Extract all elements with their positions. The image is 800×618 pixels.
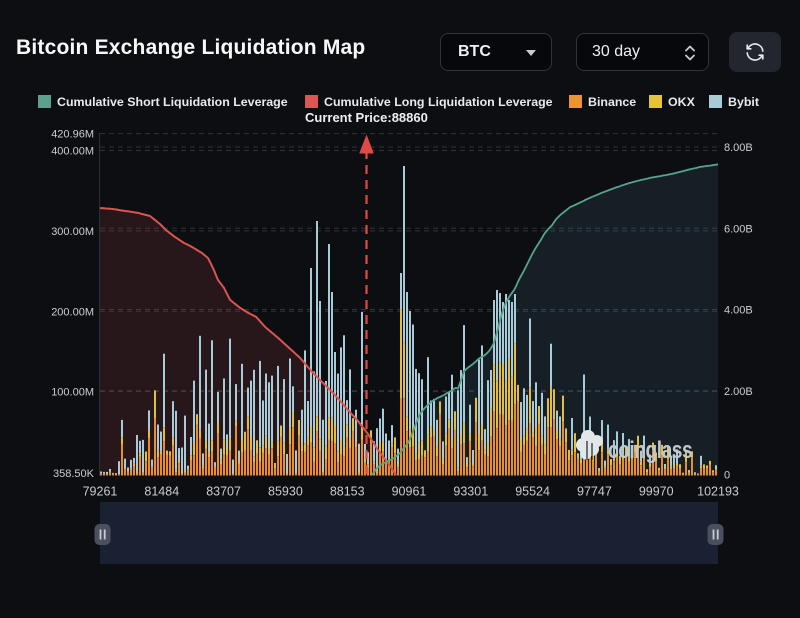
svg-text:88153: 88153 [330, 485, 365, 499]
svg-text:95524: 95524 [515, 485, 550, 499]
svg-text:4.00B: 4.00B [724, 305, 753, 317]
svg-text:81484: 81484 [144, 485, 179, 499]
svg-text:100.00M: 100.00M [51, 387, 94, 399]
svg-text:300.00M: 300.00M [51, 226, 94, 238]
svg-text:97747: 97747 [577, 485, 612, 499]
svg-text:358.50K: 358.50K [53, 468, 95, 480]
svg-text:99970: 99970 [639, 485, 674, 499]
svg-text:93301: 93301 [453, 485, 488, 499]
svg-text:0: 0 [724, 470, 730, 482]
svg-text:102193: 102193 [697, 485, 739, 499]
svg-text:420.96M: 420.96M [51, 129, 94, 141]
svg-text:90961: 90961 [392, 485, 427, 499]
svg-text:83707: 83707 [206, 485, 241, 499]
svg-text:8.00B: 8.00B [724, 142, 753, 154]
svg-text:200.00M: 200.00M [51, 306, 94, 318]
svg-text:85930: 85930 [268, 485, 303, 499]
svg-text:coinglass: coinglass [608, 436, 693, 464]
svg-text:6.00B: 6.00B [724, 223, 753, 235]
svg-text:400.00M: 400.00M [51, 146, 94, 158]
svg-text:79261: 79261 [83, 485, 118, 499]
svg-text:2.00B: 2.00B [724, 386, 753, 398]
